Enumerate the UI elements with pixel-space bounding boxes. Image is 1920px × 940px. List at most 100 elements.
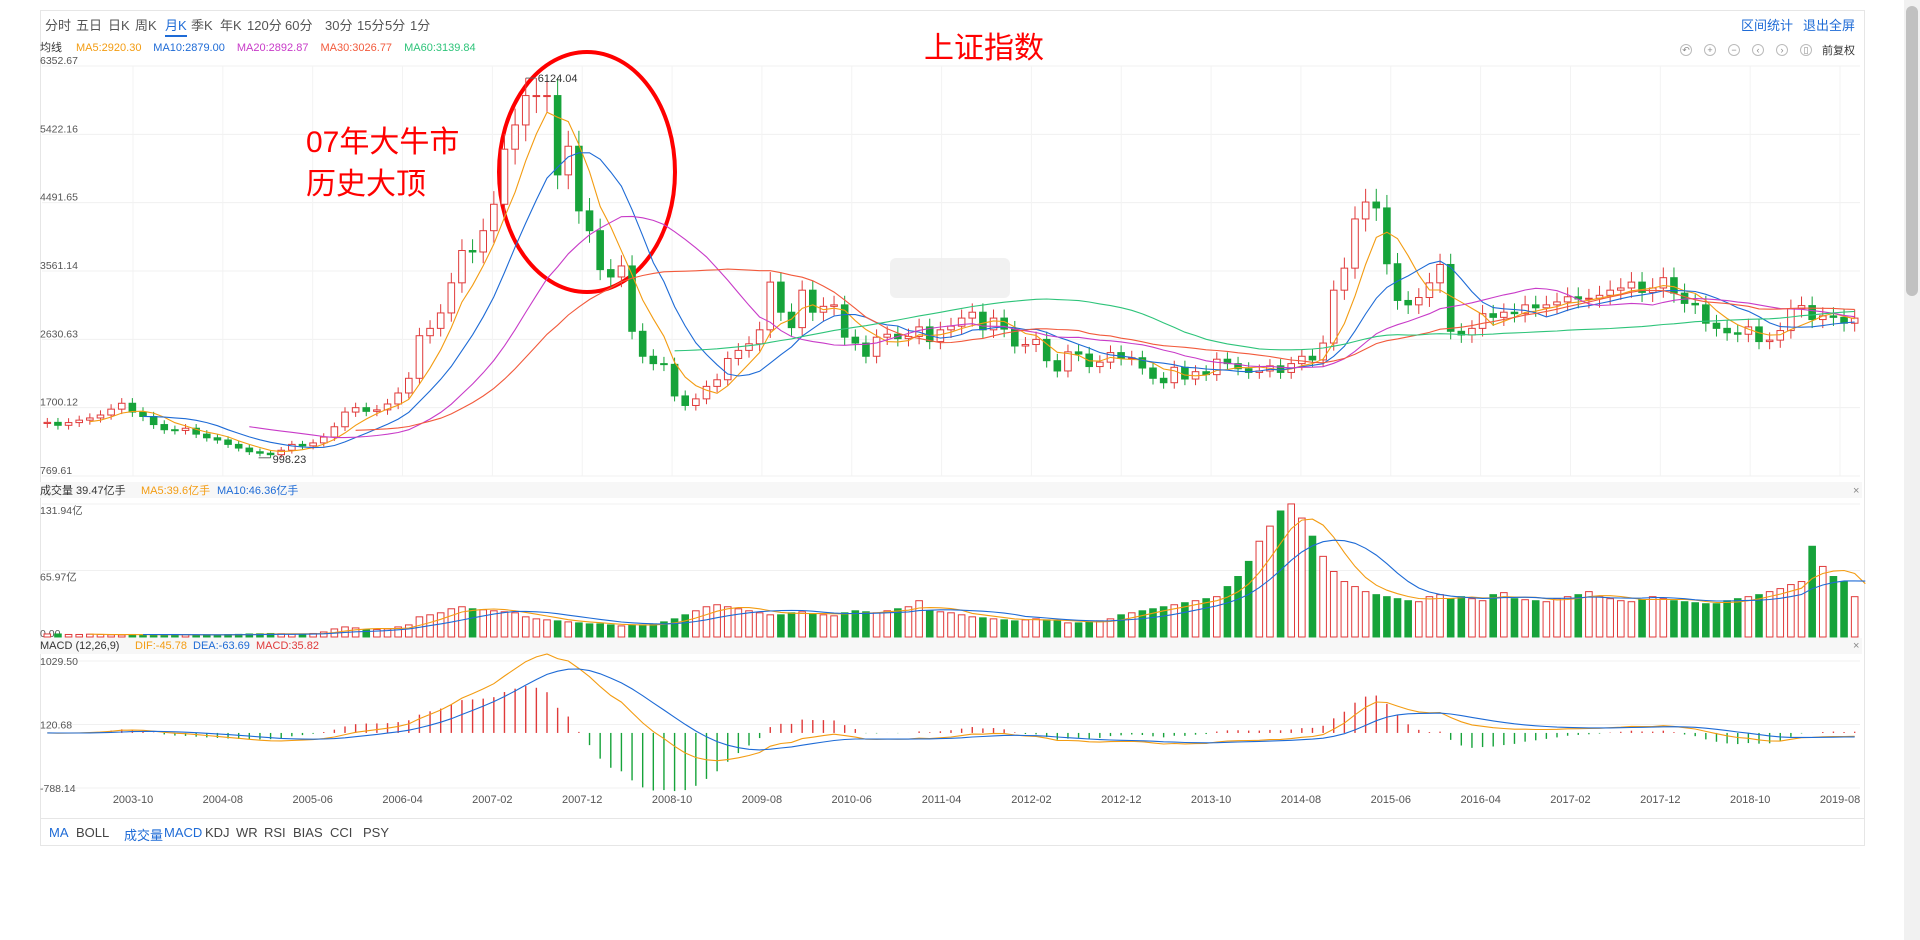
volume-bar — [1755, 594, 1763, 638]
scrollbar-thumb[interactable] — [1906, 6, 1918, 296]
tab-10[interactable]: 15分 — [357, 18, 385, 33]
tab-2[interactable]: 日K — [108, 18, 130, 33]
tab-4[interactable]: 月K — [165, 15, 187, 37]
tab-8[interactable]: 60分 — [285, 18, 313, 33]
tab-11[interactable]: 5分 — [385, 18, 406, 33]
volume-bar — [1010, 620, 1019, 638]
volume-header-bg — [40, 482, 1862, 498]
indicator-tab-rsi[interactable]: RSI — [264, 825, 286, 840]
volume-bar — [1000, 619, 1008, 638]
candle-body — [947, 325, 955, 331]
volume-ma5-line — [89, 518, 1866, 636]
candle-body — [1170, 366, 1179, 384]
candle-body — [277, 449, 286, 456]
exit-fullscreen-link[interactable]: 退出全屏 — [1803, 18, 1856, 33]
indicator-tab-kdj[interactable]: KDJ — [205, 825, 230, 840]
volume-bar — [1223, 586, 1232, 638]
volume-bar — [1446, 598, 1455, 638]
candle-body — [1712, 322, 1721, 329]
macd-legend-dea: DEA:-63.69 — [193, 640, 250, 652]
x-axis-tick-label: 2004-08 — [203, 794, 243, 806]
tab-3[interactable]: 周K — [135, 18, 157, 33]
candle-body — [862, 342, 870, 357]
indicator-tab-ma[interactable]: MA — [49, 825, 69, 840]
candle-body — [1478, 313, 1487, 329]
candle-body — [479, 230, 488, 253]
volume-bar — [117, 634, 126, 638]
tab-5[interactable]: 季K — [191, 18, 213, 33]
indicator-tab-bar: MA BOLL 成交量 MACD KDJ WR RSI BIAS CCI PSY — [40, 818, 1865, 846]
candle-body — [383, 403, 392, 411]
candle-body — [149, 415, 158, 426]
volume-bar — [1680, 601, 1689, 638]
volume-bar — [362, 629, 371, 638]
volume-bar — [670, 618, 679, 638]
candle-body — [107, 408, 115, 416]
candle-body — [1372, 201, 1381, 209]
volume-bar — [1850, 596, 1859, 638]
candle-body — [638, 330, 647, 357]
candle-body — [957, 317, 966, 327]
zoom-out-icon[interactable]: − — [1728, 44, 1740, 56]
candle-body — [1500, 311, 1508, 318]
volume-bar — [1287, 503, 1296, 638]
volume-bar — [638, 624, 647, 638]
volume-bar — [575, 622, 583, 638]
tab-1[interactable]: 五日 — [76, 18, 103, 33]
indicator-tab-macd[interactable]: MACD — [164, 825, 203, 840]
candle-body — [1521, 304, 1529, 315]
stock-chart[interactable]: 前复权 6352.67 5422.16 4491.65 3561.14 2630.63 17… — [0, 0, 1920, 830]
candle-body — [1298, 355, 1306, 365]
macd-dif-line — [47, 653, 1855, 762]
volume-bar — [1531, 600, 1540, 638]
ma20-line — [249, 215, 1855, 439]
volume-bar — [830, 615, 838, 638]
candle-body — [830, 304, 838, 307]
volume-bar — [1648, 596, 1657, 638]
volume-bar — [723, 606, 732, 638]
candle-body — [256, 451, 264, 454]
volume-bar — [862, 611, 870, 638]
indicator-tab-wr[interactable]: WR — [236, 825, 258, 840]
volume-bar — [798, 611, 806, 638]
volume-bar — [1212, 596, 1221, 638]
indicator-tab-boll[interactable]: BOLL — [76, 825, 110, 840]
tab-7[interactable]: 120分 — [247, 18, 282, 33]
undo-icon[interactable]: ↶ — [1680, 44, 1692, 56]
candle-body — [426, 327, 434, 337]
candle-body — [787, 311, 796, 329]
candle-body — [500, 148, 509, 205]
volume-bar — [1404, 600, 1412, 638]
price-tick-label: 1700.12 — [40, 397, 78, 409]
tab-0[interactable]: 分时 — [45, 18, 72, 33]
range-stats-link[interactable]: 区间统计 — [1741, 18, 1794, 33]
x-axis-tick-label: 2019-08 — [1820, 794, 1860, 806]
candle-body — [309, 442, 317, 447]
tab-9[interactable]: 30分 — [325, 18, 353, 33]
prev-icon[interactable]: ‹ — [1752, 44, 1764, 56]
candle-body — [1553, 301, 1561, 306]
tab-6[interactable]: 年K — [220, 18, 242, 33]
next-icon[interactable]: › — [1776, 44, 1788, 56]
restore-mode-label: 前复权 — [1822, 43, 1855, 57]
candle-body — [1181, 366, 1189, 380]
indicator-tab-psy[interactable]: PSY — [363, 825, 390, 840]
candle-body — [872, 336, 881, 357]
volume-bar — [872, 612, 881, 638]
candle-body — [1308, 355, 1317, 361]
indicator-tab-成交量[interactable]: 成交量 — [124, 828, 164, 843]
volume-bar — [1127, 612, 1136, 638]
volume-bar — [1585, 591, 1593, 638]
price-tick-label: 769.61 — [40, 465, 72, 477]
zoom-in-icon[interactable]: + — [1704, 44, 1716, 56]
candle-body — [511, 124, 519, 150]
lock-icon[interactable]: ▯ — [1800, 44, 1812, 56]
tab-12[interactable]: 1分 — [410, 18, 431, 33]
volume-bar — [1117, 614, 1125, 638]
candle-body — [213, 437, 222, 441]
indicator-tab-cci[interactable]: CCI — [330, 825, 353, 840]
volume-bar — [1383, 596, 1391, 638]
candle-body — [606, 269, 615, 278]
volume-bar — [649, 623, 658, 638]
indicator-tab-bias[interactable]: BIAS — [293, 825, 323, 840]
